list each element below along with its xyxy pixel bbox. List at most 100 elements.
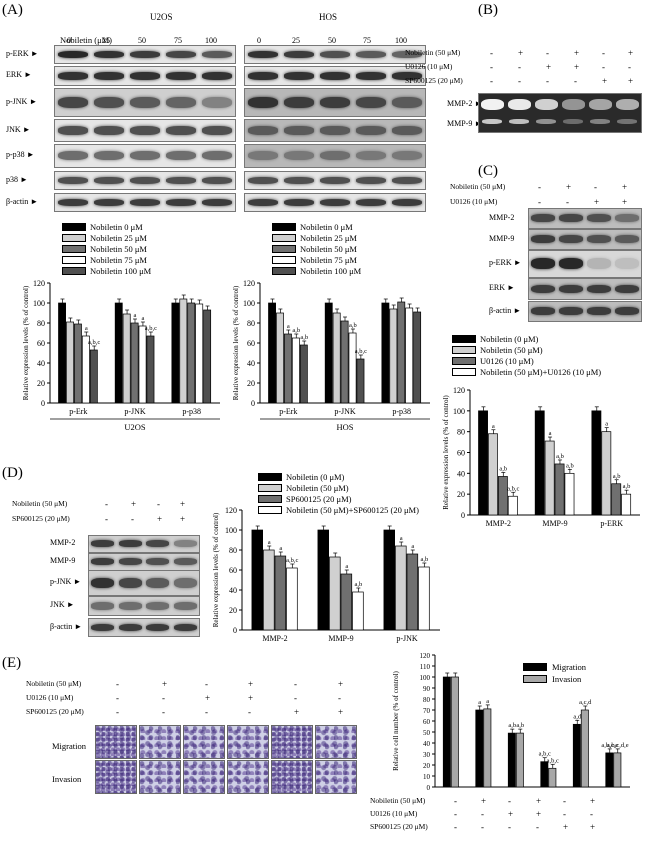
panel-a-dose-hos: 75 bbox=[363, 36, 371, 45]
bar bbox=[317, 529, 330, 631]
treatment-sign: + bbox=[157, 514, 163, 524]
panel-a-u2os-blot-band bbox=[201, 125, 233, 135]
y-tick-label: 80 bbox=[457, 428, 465, 437]
panel-a-u2os-blot-band bbox=[57, 96, 89, 108]
legend-swatch bbox=[452, 357, 476, 365]
panel-b-zymogram-band bbox=[590, 119, 610, 124]
invasion-micrograph bbox=[227, 760, 269, 794]
legend-swatch bbox=[523, 663, 547, 671]
panel-c-blot-band bbox=[587, 307, 611, 316]
panel-a-hos-blot-band bbox=[391, 50, 423, 58]
y-axis-label: Relative cell number (% of control) bbox=[392, 670, 400, 770]
panel-a-u2os-blot-band bbox=[201, 72, 233, 80]
y-tick-label: 80 bbox=[37, 319, 45, 328]
treatment-sign: - bbox=[116, 679, 119, 689]
panel-b-zymogram-band bbox=[616, 98, 639, 110]
legend-label: Nobiletin (0 μM) bbox=[480, 334, 539, 344]
invasion-micrograph bbox=[139, 760, 181, 794]
treatment-sign: - bbox=[294, 679, 297, 689]
y-tick-label: 100 bbox=[243, 299, 255, 308]
bar bbox=[81, 335, 90, 404]
legend-swatch bbox=[258, 506, 282, 514]
panel-c-blot-band bbox=[531, 214, 555, 223]
y-tick-label: 20 bbox=[457, 490, 465, 499]
panel-a-u2os-blot-band bbox=[129, 198, 161, 206]
panel-a-hos-blot-band bbox=[283, 176, 315, 184]
invasion-micrograph bbox=[95, 760, 137, 794]
bar bbox=[171, 302, 180, 404]
panel-a-hos-blot-band bbox=[319, 125, 351, 135]
data-annotation: a bbox=[549, 430, 552, 437]
panel-a-u2os-blot-band bbox=[57, 198, 89, 206]
y-tick-label: 60 bbox=[229, 566, 237, 575]
y-tick-label: 120 bbox=[453, 386, 465, 395]
legend-swatch bbox=[272, 267, 296, 275]
panel-c-blot-band bbox=[615, 284, 639, 293]
category-label: p-Erk bbox=[69, 407, 87, 416]
bar bbox=[122, 313, 131, 404]
bar bbox=[405, 307, 414, 404]
bar bbox=[284, 333, 292, 404]
panel-a-hos-blot bbox=[244, 193, 426, 212]
panel-a-u2os-blot bbox=[54, 45, 236, 64]
treatment-sign: - bbox=[162, 693, 165, 703]
data-annotation: a,b bbox=[613, 473, 621, 480]
bar bbox=[591, 410, 602, 516]
panel-a-hos-blot-band bbox=[355, 125, 387, 135]
panel-a-dose-u2os: 0 bbox=[67, 36, 71, 45]
y-tick-label: 70 bbox=[423, 707, 431, 715]
treatment-sign: - bbox=[116, 693, 119, 703]
panel-a-hos-blot-band bbox=[247, 72, 279, 80]
bar bbox=[548, 767, 557, 788]
panel-d-blot-band bbox=[91, 577, 115, 588]
data-annotation: a,b,c bbox=[507, 485, 519, 492]
legend-swatch bbox=[62, 245, 86, 253]
legend-swatch bbox=[62, 234, 86, 242]
y-tick-label: 60 bbox=[37, 339, 45, 348]
panel-a-u2os-blot-band bbox=[93, 96, 125, 108]
legend-swatch bbox=[62, 223, 86, 231]
chart-e: 0 10 20 30 40 50 60 70 80 90 100 110 120 Relative cel… bbox=[392, 652, 630, 792]
panel-a-u2os-blot-band bbox=[57, 151, 89, 161]
y-axis-label: Relative expression levels (% of control… bbox=[212, 512, 220, 627]
panel-d-blot bbox=[88, 618, 200, 637]
panel-a-hos-blot-band bbox=[355, 176, 387, 184]
panel-c-row-label: MMP-9 bbox=[489, 233, 515, 243]
panel-a-hos-blot-band bbox=[391, 125, 423, 135]
legend-swatch bbox=[258, 484, 282, 492]
treatment-sign: + bbox=[536, 809, 542, 819]
bar bbox=[442, 676, 451, 788]
treatment-sign: - bbox=[162, 707, 165, 717]
bar bbox=[478, 410, 488, 516]
data-annotation: a,b,c bbox=[547, 757, 559, 764]
legend-label: Nobiletin 25 μM bbox=[300, 233, 357, 243]
data-annotation: a,b,c bbox=[355, 348, 367, 355]
panel-a-dose-hos: 100 bbox=[395, 36, 407, 45]
panel-a-hos-blot-band bbox=[355, 96, 387, 108]
panel-c-blot-band bbox=[587, 235, 611, 244]
legend-swatch bbox=[452, 368, 476, 376]
panel-a-hos-blot bbox=[244, 88, 426, 117]
y-tick-label: 40 bbox=[457, 469, 465, 478]
panel-a-u2os-blot-band bbox=[93, 176, 125, 184]
panel-a-hos-blot bbox=[244, 119, 426, 142]
panel-a-hos-blot-band bbox=[319, 198, 351, 206]
y-tick-label: 60 bbox=[457, 449, 465, 458]
panel-d-row-label: p-JNK ► bbox=[50, 577, 82, 586]
treatment-row-label: SP600125 (20 μM) bbox=[370, 822, 428, 831]
bar bbox=[497, 476, 508, 516]
y-tick-label: 80 bbox=[247, 319, 255, 328]
bar bbox=[605, 752, 614, 788]
panel-a-u2os-blot-band bbox=[57, 72, 89, 80]
panel-c-blot-band bbox=[559, 307, 583, 316]
panel-a-hos-blot bbox=[244, 171, 426, 190]
panel-e-row-label: Invasion bbox=[52, 774, 82, 784]
bar bbox=[268, 302, 276, 404]
y-tick-label: 0 bbox=[427, 784, 431, 792]
bar bbox=[397, 301, 406, 404]
bar bbox=[507, 495, 518, 516]
panel-label-e: (E) bbox=[2, 655, 22, 671]
bar bbox=[613, 752, 622, 788]
treatment-sign: - bbox=[508, 796, 511, 806]
